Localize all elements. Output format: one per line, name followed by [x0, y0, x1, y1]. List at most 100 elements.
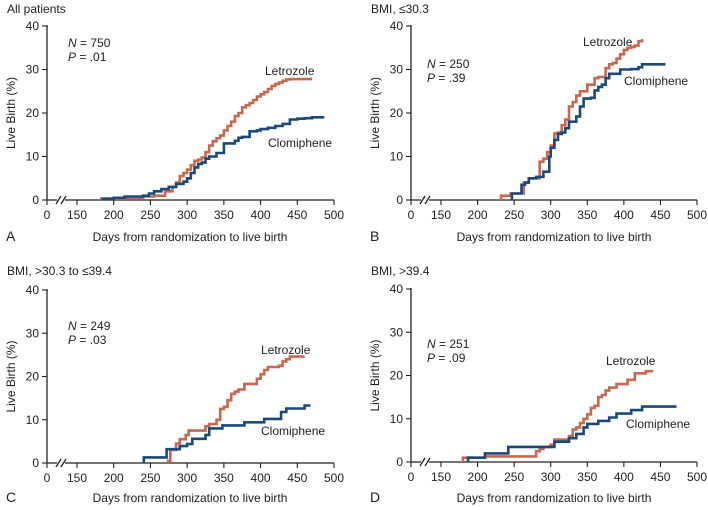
- y-axis-label: Live Birth (%): [368, 77, 382, 149]
- p-symbol: P: [68, 50, 76, 64]
- n-symbol: N: [68, 36, 77, 50]
- panel-letter: C: [6, 489, 16, 505]
- y-axis-label: Live Birth (%): [4, 340, 18, 412]
- n-value: = 750: [77, 36, 111, 50]
- p-value: = .01: [76, 50, 107, 64]
- x-tick-label: 200: [468, 208, 488, 222]
- x-tick-label: 150: [431, 208, 451, 222]
- panel-title: All patients: [7, 2, 66, 16]
- x-axis-label: Days from randomization to live birth: [93, 230, 288, 244]
- y-axis-label: Live Birth (%): [4, 77, 18, 149]
- p-stat: P = .09: [427, 351, 466, 365]
- x-tick-label: 350: [214, 208, 234, 222]
- y-tick-label: 40: [390, 19, 404, 33]
- y-tick-label: 40: [390, 282, 404, 296]
- p-stat: P = .39: [427, 71, 466, 85]
- clomiphene-label: Clomiphene: [268, 136, 332, 150]
- panel-letter: A: [6, 228, 16, 244]
- axis-break-mark: [419, 195, 431, 205]
- panel-title: BMI, ≤30.3: [371, 2, 429, 16]
- x-tick-label: 500: [687, 470, 707, 484]
- x-tick-label: 500: [324, 208, 344, 222]
- p-value: = .39: [435, 71, 466, 85]
- n-value: = 249: [77, 319, 111, 333]
- x-tick-label: 300: [541, 470, 561, 484]
- n-stat: N = 249: [68, 319, 111, 333]
- n-symbol: N: [427, 57, 436, 71]
- series-line-letrozole: [461, 369, 654, 462]
- x-tick-label: 300: [177, 208, 197, 222]
- x-tick-label: 250: [140, 208, 160, 222]
- x-tick-label: 400: [251, 208, 271, 222]
- panel-letter: B: [370, 228, 379, 244]
- x-tick-label: 400: [614, 470, 634, 484]
- n-symbol: N: [68, 319, 77, 333]
- x-tick-label: 150: [431, 470, 451, 484]
- y-tick-label: 40: [26, 283, 40, 297]
- y-axis-label: Live Birth (%): [368, 339, 382, 411]
- p-symbol: P: [427, 71, 435, 85]
- y-tick-label: 30: [26, 326, 40, 340]
- p-stat: P = .01: [68, 50, 107, 64]
- letrozole-label: Letrozole: [265, 64, 315, 78]
- y-tick-label: 0: [396, 455, 403, 469]
- y-tick-label: 30: [390, 325, 404, 339]
- x-tick-label: 350: [577, 208, 597, 222]
- y-tick-label: 20: [26, 370, 40, 384]
- y-tick-label: 20: [26, 106, 40, 120]
- x-tick-label: 400: [251, 471, 271, 485]
- x-tick-label: 450: [650, 208, 670, 222]
- y-tick-label: 10: [390, 412, 404, 426]
- y-tick-label: 30: [26, 63, 40, 77]
- x-tick-label: 150: [67, 471, 87, 485]
- clomiphene-label: Clomiphene: [624, 74, 688, 88]
- p-symbol: P: [427, 351, 435, 365]
- x-axis-label: Days from randomization to live birth: [93, 491, 288, 505]
- y-tick-label: 10: [390, 150, 404, 164]
- x-tick-label: 250: [504, 208, 524, 222]
- p-value: = .03: [76, 333, 107, 347]
- x-tick-label: 0: [44, 208, 51, 222]
- x-tick-label: 0: [44, 471, 51, 485]
- n-value: = 251: [436, 337, 470, 351]
- y-tick-label: 20: [390, 369, 404, 383]
- y-tick-label: 40: [26, 19, 40, 33]
- x-tick-label: 400: [614, 208, 634, 222]
- y-tick-label: 20: [390, 106, 404, 120]
- n-symbol: N: [427, 337, 436, 351]
- series-line-clomiphene: [466, 405, 677, 462]
- panel-title: BMI, >30.3 to ≤39.4: [7, 264, 112, 278]
- p-symbol: P: [68, 333, 76, 347]
- panel-title: BMI, >39.4: [371, 264, 430, 278]
- panel-letter: D: [370, 489, 380, 505]
- y-tick-label: 0: [32, 456, 39, 470]
- x-tick-label: 200: [104, 208, 124, 222]
- n-stat: N = 250: [427, 57, 470, 71]
- x-tick-label: 450: [650, 470, 670, 484]
- x-tick-label: 350: [577, 470, 597, 484]
- n-value: = 250: [436, 57, 470, 71]
- y-tick-label: 10: [26, 150, 40, 164]
- x-tick-label: 300: [541, 208, 561, 222]
- x-tick-label: 500: [687, 208, 707, 222]
- p-stat: P = .03: [68, 333, 107, 347]
- x-tick-label: 300: [177, 471, 197, 485]
- axis-break-mark: [55, 458, 67, 468]
- x-axis-label: Days from randomization to live birth: [457, 491, 652, 505]
- y-tick-label: 0: [396, 193, 403, 207]
- x-tick-label: 250: [140, 471, 160, 485]
- x-axis-label: Days from randomization to live birth: [457, 230, 652, 244]
- y-tick-label: 30: [390, 63, 404, 77]
- series-line-letrozole: [499, 39, 644, 200]
- axis-break-mark: [419, 457, 431, 467]
- series-line-letrozole: [166, 355, 305, 463]
- x-tick-label: 150: [67, 208, 87, 222]
- x-tick-label: 350: [214, 471, 234, 485]
- series-line-clomiphene: [510, 63, 666, 200]
- x-tick-label: 450: [287, 208, 307, 222]
